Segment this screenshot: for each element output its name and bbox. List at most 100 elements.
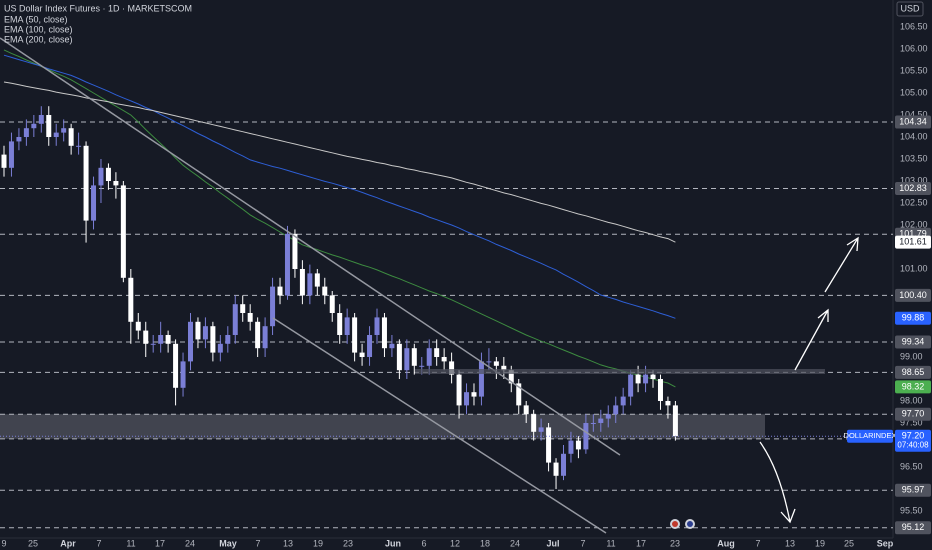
current-price-box	[895, 429, 931, 452]
candle-body	[538, 427, 544, 432]
price-axis	[893, 0, 932, 550]
currency-box	[896, 1, 924, 17]
x-tick-label: Sep	[877, 538, 894, 548]
ema-label-box	[895, 311, 931, 325]
y-tick-label: 104.50	[900, 109, 928, 119]
arrow-up	[824, 236, 859, 293]
candle-body	[173, 343, 179, 388]
level-label: 102.83	[899, 183, 927, 193]
x-tick-label: 24	[185, 538, 195, 548]
x-tick-label: Aug	[717, 538, 735, 548]
candle-body	[262, 326, 268, 349]
level-label-box	[895, 483, 931, 497]
candle-body	[493, 361, 499, 366]
candle-body	[628, 374, 634, 397]
candle-body	[441, 356, 447, 362]
ema-label-box	[895, 235, 931, 249]
ema-label: 98.32	[902, 381, 925, 391]
x-tick-label: 25	[28, 538, 38, 548]
y-tick-label: 103.00	[900, 175, 928, 185]
candle-body	[590, 422, 596, 424]
candle-body	[337, 312, 343, 335]
x-tick-label: 11	[126, 538, 135, 548]
symbol-label: DOLLARINDEX	[844, 431, 897, 440]
level-label: 104.34	[899, 116, 927, 126]
y-tick-label: 106.50	[900, 21, 928, 31]
countdown: 07:40:08	[897, 440, 929, 449]
candle-body	[240, 304, 246, 313]
x-tick-label: 6	[421, 538, 426, 548]
candle-body	[188, 321, 193, 362]
x-tick-label: Jun	[385, 538, 401, 548]
candle-body	[531, 414, 537, 432]
candle-body	[247, 312, 253, 322]
ema-label: 101.61	[899, 237, 927, 247]
candle-body	[128, 277, 134, 322]
x-tick-label: 24	[510, 538, 520, 548]
candle-body	[165, 334, 171, 344]
candle-body	[158, 334, 164, 344]
candle-body	[523, 405, 529, 415]
candle-body	[546, 427, 552, 463]
level-label: 101.79	[899, 229, 927, 239]
candle-body	[314, 273, 320, 287]
candle-body	[613, 405, 619, 415]
candle-body	[561, 453, 566, 476]
candle-body	[61, 128, 67, 133]
candle-body	[478, 361, 484, 397]
level-label: 99.34	[902, 336, 925, 346]
y-tick-label: 99.00	[900, 351, 923, 361]
arrow-up	[794, 308, 829, 371]
x-tick-label: May	[219, 538, 237, 548]
level-label: 100.40	[899, 290, 927, 300]
level-label: 95.12	[902, 522, 925, 532]
candle-body	[150, 343, 156, 345]
trend-line	[272, 317, 607, 534]
level-label-box	[895, 521, 931, 535]
x-tick-label: 19	[313, 538, 323, 548]
arrow-down	[759, 441, 796, 524]
legend-entry: EMA (100, close)	[4, 24, 73, 34]
candle-body	[575, 440, 581, 450]
candle-body	[396, 343, 402, 371]
candle-body	[76, 145, 82, 147]
level-label-box	[895, 115, 931, 129]
ema-line	[3, 49, 676, 388]
level-label-box	[895, 335, 931, 349]
candle-body	[307, 273, 313, 296]
level-label: 98.65	[902, 367, 925, 377]
candle-body	[98, 167, 104, 186]
x-tick-label: Jul	[546, 538, 559, 548]
candle-body	[232, 304, 238, 335]
candle-body	[322, 286, 328, 296]
candle-body	[91, 185, 97, 221]
candle-body	[277, 286, 283, 296]
x-tick-label: 19	[815, 538, 825, 548]
candle-body	[195, 321, 201, 340]
candle-body	[344, 317, 350, 335]
level-label-box	[895, 288, 931, 302]
ema-line	[3, 81, 676, 243]
candle-body	[657, 378, 663, 401]
candle-body	[83, 145, 89, 221]
candle-body	[620, 396, 626, 406]
candle-body	[53, 132, 59, 138]
plot-area	[0, 49, 893, 529]
candle-body	[605, 414, 611, 419]
candle-body	[516, 383, 522, 406]
y-tick-label: 96.50	[900, 461, 923, 471]
candle-body	[486, 361, 492, 363]
candle-body	[180, 361, 186, 388]
x-tick-label: 23	[670, 538, 680, 548]
candle-body	[464, 392, 470, 406]
candle-body	[217, 343, 223, 353]
candle-body	[1, 154, 7, 168]
y-tick-label: 98.00	[900, 395, 923, 405]
current-price-label: 97.20	[902, 431, 925, 441]
candle-body	[471, 392, 477, 397]
zone	[0, 414, 765, 439]
candle-body	[292, 233, 298, 269]
y-tick-label: 106.00	[900, 43, 928, 53]
level-label-box	[895, 407, 931, 421]
candle-body	[113, 181, 119, 186]
